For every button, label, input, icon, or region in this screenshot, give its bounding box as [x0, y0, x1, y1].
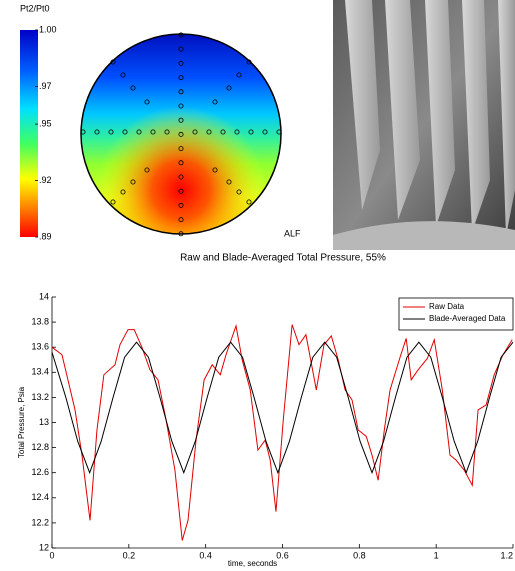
probe-point — [212, 99, 218, 105]
legend-label: Raw Data — [429, 302, 465, 311]
probe-point — [122, 129, 128, 135]
probe-points — [80, 32, 282, 237]
probe-point — [120, 189, 126, 195]
contour-map — [80, 32, 282, 237]
probe-point — [178, 188, 184, 194]
y-tick-label: 12.2 — [31, 517, 49, 527]
probe-point — [178, 89, 184, 95]
probe-point — [234, 129, 240, 135]
contour-outline — [80, 33, 282, 235]
x-tick-label: 0.2 — [123, 550, 136, 560]
probe-point — [164, 129, 170, 135]
blade-photo — [333, 0, 515, 250]
y-axis-label: Total Pressure, Psia — [17, 386, 26, 458]
probe-point — [110, 59, 116, 65]
colorbar-tick-label: 1.00 — [39, 24, 57, 34]
probe-point — [246, 59, 252, 65]
probe-point — [276, 129, 282, 135]
y-tick-label: 12.6 — [31, 467, 49, 477]
probe-point — [108, 129, 114, 135]
chart-title: Raw and Blade-Averaged Total Pressure, 5… — [180, 253, 386, 264]
probe-point — [178, 46, 184, 52]
y-tick-label: 12.4 — [31, 492, 49, 502]
series-line — [51, 341, 514, 475]
y-tick-label: 13.6 — [31, 342, 49, 352]
probe-point — [248, 129, 254, 135]
annotation: ALF — [284, 228, 301, 238]
probe-point — [236, 189, 242, 195]
probe-point — [236, 72, 242, 78]
probe-point — [178, 117, 184, 123]
probe-point — [226, 179, 232, 185]
probe-point — [178, 146, 184, 152]
y-tick-label: 12.8 — [31, 442, 49, 452]
series-line — [51, 323, 513, 541]
probe-point — [120, 72, 126, 78]
x-tick-label: 0.8 — [353, 550, 366, 560]
y-tick-label: 12 — [39, 542, 49, 552]
probe-point — [144, 167, 150, 173]
probe-point — [226, 85, 232, 91]
probe-point — [94, 129, 100, 135]
legend-label: Blade-Averaged Data — [429, 314, 506, 323]
colorbar-tick-label: .97 — [39, 81, 52, 91]
probe-point — [150, 129, 156, 135]
y-tick-label: 13.8 — [31, 316, 49, 326]
y-tick-label: 14 — [39, 291, 49, 301]
probe-point — [220, 129, 226, 135]
probe-point — [130, 85, 136, 91]
x-tick-label: 1 — [434, 550, 439, 560]
probe-point — [212, 167, 218, 173]
y-tick-label: 13.2 — [31, 392, 49, 402]
probe-point — [80, 129, 86, 135]
legend-box — [398, 297, 514, 331]
probe-point — [178, 231, 184, 237]
probe-point — [262, 129, 268, 135]
x-tick-label: 1.2 — [500, 550, 513, 560]
probe-point — [178, 217, 184, 223]
probe-point — [130, 179, 136, 185]
colorbar-label: Pt2/Pt0 — [20, 3, 50, 13]
probe-point — [178, 174, 184, 180]
x-tick-label: 0.6 — [276, 550, 289, 560]
probe-point — [178, 131, 184, 137]
probe-point — [178, 60, 184, 66]
y-tick-label: 13.4 — [31, 367, 49, 377]
colorbar — [20, 30, 38, 237]
y-tick-label: 13 — [39, 417, 49, 427]
probe-point — [192, 129, 198, 135]
colorbar-tick-label: .92 — [39, 175, 52, 185]
x-axis-label: time, seconds — [228, 559, 277, 568]
x-tick-label: 0 — [49, 550, 54, 560]
colorbar-tick-label: .89 — [39, 231, 52, 241]
probe-point — [178, 202, 184, 208]
probe-point — [178, 103, 184, 109]
probe-point — [144, 99, 150, 105]
probe-point — [178, 32, 184, 38]
probe-point — [110, 199, 116, 205]
probe-point — [206, 129, 212, 135]
probe-point — [178, 160, 184, 166]
colorbar-tick-label: .95 — [39, 118, 52, 128]
x-tick-label: 0.4 — [199, 550, 212, 560]
probe-point — [136, 129, 142, 135]
probe-point — [246, 199, 252, 205]
probe-point — [178, 75, 184, 81]
